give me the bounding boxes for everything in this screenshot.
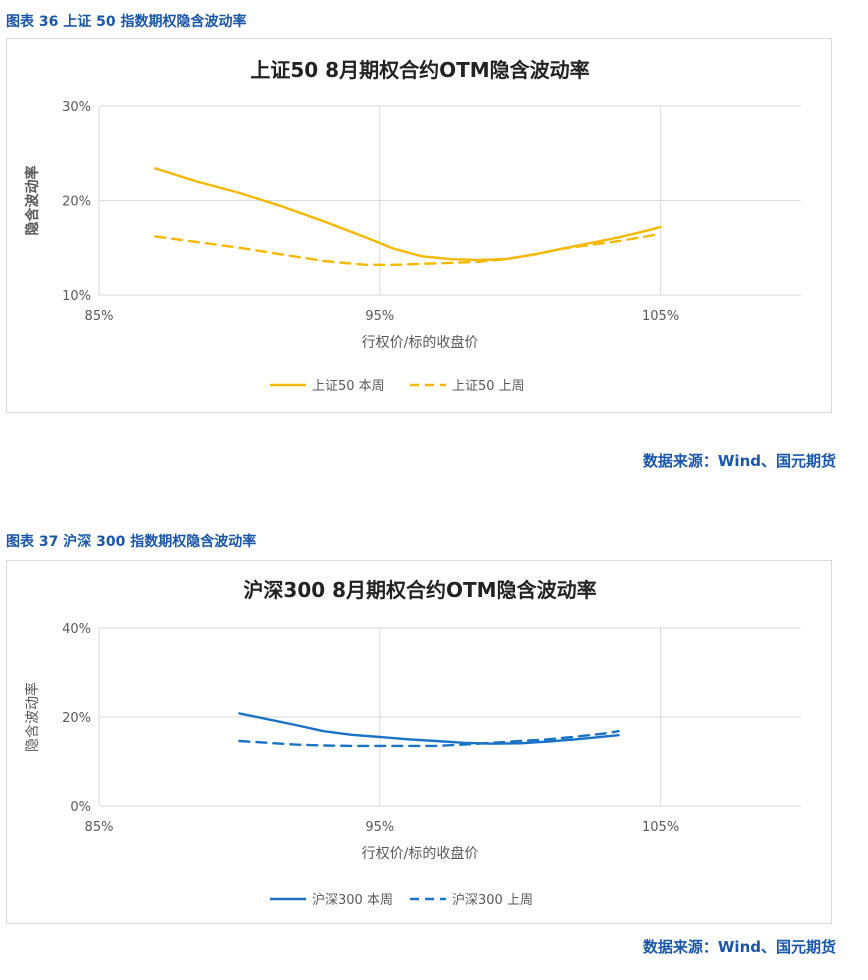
y-tick-label: 20%: [62, 195, 91, 210]
y-axis-title: 隐含波动率: [24, 166, 41, 236]
y-tick-label: 30%: [62, 100, 91, 115]
x-tick-label: 85%: [85, 820, 114, 835]
series-line-1: [238, 712, 620, 745]
y-tick-label: 10%: [62, 289, 91, 304]
x-tick-label: 105%: [642, 309, 679, 324]
legend-label-1: 沪深300 本周: [312, 892, 393, 908]
chart-frame-2: 沪深300 8月期权合约OTM隐含波动率 0% 20% 40% 85% 95% 105% 行权…: [6, 560, 832, 924]
y-tick-label: 0%: [70, 800, 91, 815]
x-tick-label: 95%: [365, 309, 394, 324]
legend-label-2: 沪深300 上周: [452, 892, 533, 908]
x-tick-label: 105%: [642, 820, 679, 835]
y-tick-label: 40%: [62, 622, 91, 637]
y-tick-label: 20%: [62, 711, 91, 726]
legend-label-1: 上证50 本周: [312, 379, 385, 394]
x-axis-title: 行权价/标的收盘价: [362, 845, 479, 862]
series-line-2: [154, 232, 662, 266]
chart-sse50-iv: 上证50 8月期权合约OTM隐含波动率 10% 20% 30% 85% 95% 105% 行权…: [24, 58, 801, 394]
chart-csi300-iv: 沪深300 8月期权合约OTM隐含波动率 0% 20% 40% 85% 95% 105% 行权…: [24, 578, 801, 908]
chart-title: 沪深300 8月期权合约OTM隐含波动率: [243, 578, 596, 602]
legend: 沪深300 本周 沪深300 上周: [270, 892, 533, 908]
x-tick-label: 95%: [365, 820, 394, 835]
y-axis-title: 隐含波动率: [24, 682, 41, 752]
legend-label-2: 上证50 上周: [452, 379, 525, 394]
chart-frame-1: 上证50 8月期权合约OTM隐含波动率 10% 20% 30% 85% 95% 105% 行权…: [6, 38, 832, 413]
series-line-1: [154, 167, 662, 262]
x-axis-title: 行权价/标的收盘价: [362, 334, 479, 351]
x-tick-label: 85%: [85, 309, 114, 324]
legend: 上证50 本周 上证50 上周: [270, 379, 525, 394]
series-line-2: [238, 730, 620, 748]
figure-caption-1: 图表 36 上证 50 指数期权隐含波动率: [6, 14, 247, 30]
chart-title: 上证50 8月期权合约OTM隐含波动率: [250, 58, 589, 82]
source-note-1: 数据来源：Wind、国元期货: [642, 452, 836, 470]
figure-caption-2: 图表 37 沪深 300 指数期权隐含波动率: [6, 534, 257, 550]
source-note-2: 数据来源：Wind、国元期货: [642, 938, 836, 956]
